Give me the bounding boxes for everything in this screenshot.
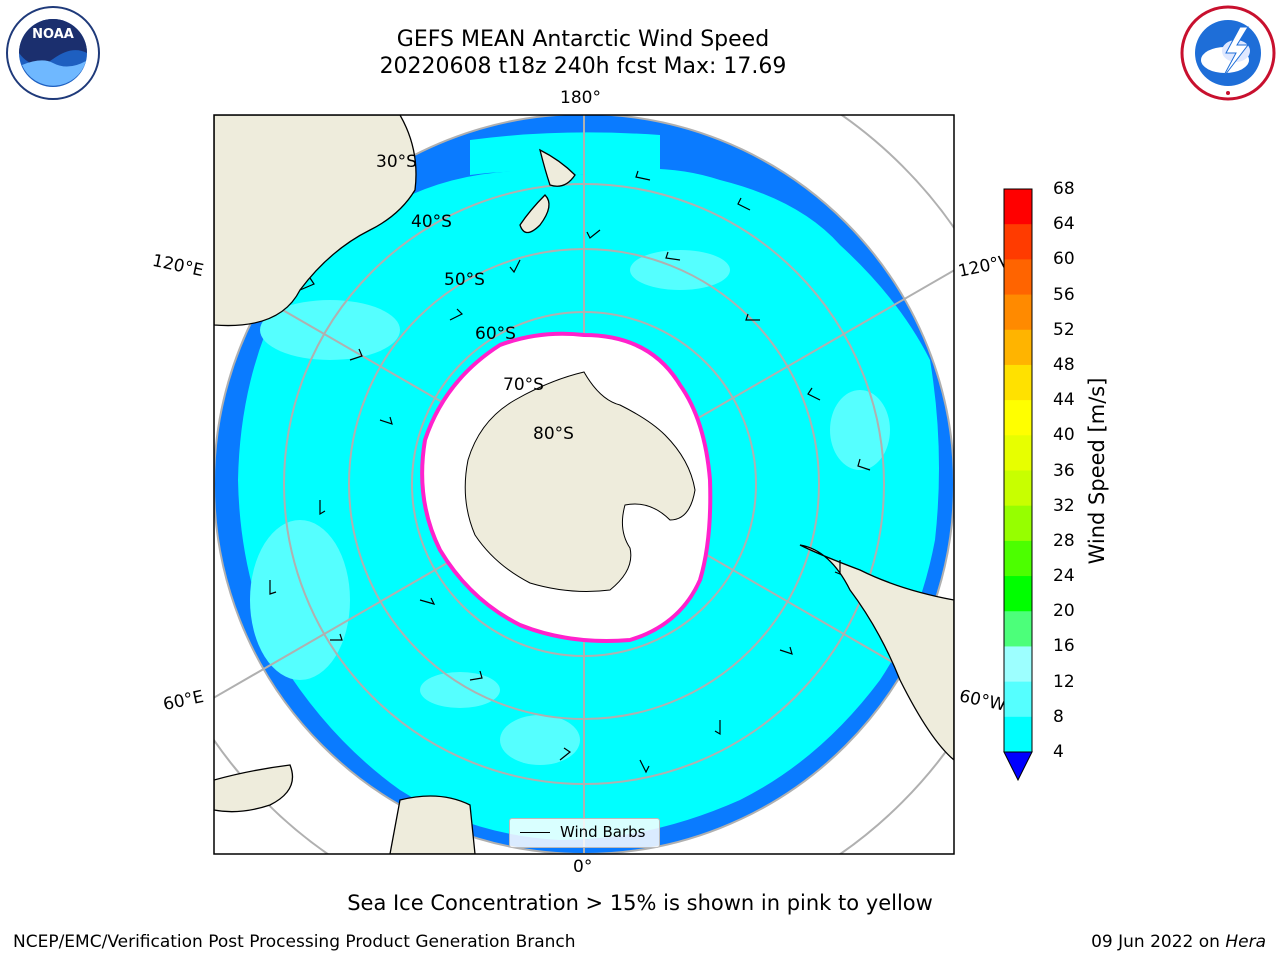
colorbar-tick-label: 56	[1053, 284, 1075, 305]
colorbar-segment	[1004, 681, 1032, 718]
colorbar	[1003, 188, 1033, 782]
landmasses	[214, 115, 954, 854]
lat-label-70s: 70°S	[503, 375, 544, 395]
footer-date: 09 Jun 2022 on Hera	[1091, 932, 1266, 952]
colorbar-segment	[1004, 364, 1032, 401]
colorbar-segment	[1004, 576, 1032, 612]
lat-label-60s: 60°S	[475, 324, 516, 344]
colorbar-segment	[1004, 470, 1032, 507]
colorbar-segment	[1004, 540, 1032, 577]
colorbar-segment	[1004, 435, 1032, 471]
map-title: GEFS MEAN Antarctic Wind Speed	[396, 27, 770, 52]
colorbar-tick-label: 4	[1053, 742, 1064, 762]
wind-barbs	[269, 170, 871, 774]
colorbar-segment	[1004, 716, 1032, 753]
colorbar-segment	[1004, 294, 1032, 331]
colorbar-tick-label: 40	[1053, 425, 1075, 446]
colorbar-tick-label: 48	[1053, 354, 1075, 375]
colorbar-tick-label: 60	[1053, 249, 1075, 270]
lon-label-0: 0°	[573, 857, 593, 877]
lat-label-80s: 80°S	[533, 424, 574, 444]
colorbar-tick-label: 44	[1053, 390, 1075, 411]
nws-logo-icon	[1180, 5, 1276, 101]
colorbar-tick-label: 68	[1053, 179, 1075, 199]
footer-host: Hera	[1225, 932, 1266, 952]
colorbar-extend-arrow	[1003, 751, 1033, 782]
footer-date-text: 09 Jun 2022 on	[1091, 932, 1226, 952]
noaa-logo-icon: NOAA	[6, 6, 100, 100]
legend-label: Wind Barbs	[560, 823, 646, 841]
colorbar-segment	[1004, 329, 1032, 366]
colorbar-tick-label: 20	[1053, 601, 1075, 622]
antarctica-land	[464, 371, 696, 592]
colorbar-tick-label: 52	[1053, 319, 1075, 340]
colorbar-tick-label: 64	[1053, 214, 1075, 235]
colorbar-segment	[1004, 224, 1032, 260]
colorbar-tick-label: 36	[1053, 460, 1075, 481]
colorbar-tick-label: 28	[1053, 530, 1075, 551]
lat-label-40s: 40°S	[411, 212, 452, 232]
lon-label-180: 180°	[560, 88, 601, 108]
sea-ice-caption: Sea Ice Concentration > 15% is shown in …	[347, 891, 933, 915]
colorbar-segment	[1004, 189, 1032, 225]
map-subtitle: 20220608 t18z 240h fcst Max: 17.69	[379, 54, 787, 79]
colorbar-tick-label: 32	[1053, 495, 1075, 516]
lat-label-50s: 50°S	[444, 270, 485, 290]
colorbar-tick-label: 24	[1053, 566, 1075, 587]
colorbar-tick-label: 16	[1053, 636, 1075, 657]
colorbar-segment	[1004, 259, 1032, 296]
colorbar-segment	[1004, 400, 1032, 436]
colorbar-segment	[1004, 646, 1032, 683]
colorbar-label: Wind Speed [m/s]	[1085, 377, 1109, 565]
colorbar-tick-label: 12	[1053, 671, 1075, 692]
colorbar-tick-label: 8	[1053, 706, 1064, 727]
map-frame	[213, 114, 955, 855]
lat-label-30s: 30°S	[376, 152, 417, 172]
map-legend: Wind Barbs	[509, 818, 660, 848]
colorbar-segment	[1004, 505, 1032, 542]
svg-text:NOAA: NOAA	[32, 27, 74, 42]
wind-barb-line-icon	[520, 832, 550, 833]
footer-organization: NCEP/EMC/Verification Post Processing Pr…	[13, 932, 576, 952]
colorbar-segment	[1004, 611, 1032, 647]
